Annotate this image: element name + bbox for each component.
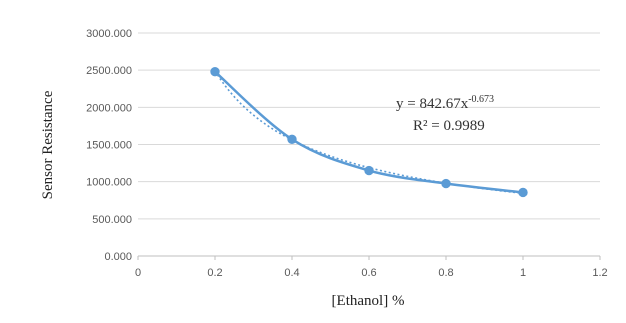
data-point	[364, 165, 374, 176]
y-tick-label: 1000.000	[86, 177, 132, 189]
trendline-equation: y = 842.67x-0.673 R² = 0.9989	[396, 94, 494, 134]
equation-text: y = 842.67x-0.673	[396, 94, 494, 112]
axes	[137, 255, 601, 260]
r-squared-text: R² = 0.9989	[413, 118, 485, 134]
x-axis-title: [Ethanol] %	[332, 293, 405, 309]
y-tick-label: 3000.000	[86, 28, 132, 40]
data-point	[287, 134, 297, 144]
gridlines	[138, 32, 600, 220]
data-point	[441, 178, 451, 189]
y-tick-label: 1500.000	[86, 140, 132, 152]
data-point	[210, 66, 220, 77]
data-point	[518, 187, 528, 198]
x-tick-label: 1	[520, 267, 526, 279]
x-tick-label: 1.2	[592, 267, 607, 279]
x-tick-label: 0	[135, 267, 141, 279]
x-tick-label: 0.2	[207, 267, 222, 279]
x-tick-label: 0.8	[438, 267, 453, 279]
equation-prefix: y = 842.67x	[396, 96, 469, 112]
x-tick-label: 0.4	[284, 267, 299, 279]
series-layer	[210, 66, 528, 198]
x-tick-label: 0.6	[361, 267, 376, 279]
y-tick-label: 2500.000	[86, 65, 132, 77]
equation-exponent: -0.673	[468, 94, 494, 105]
y-axis-title: Sensor Resistance	[40, 90, 56, 199]
y-tick-label: 2000.000	[86, 102, 132, 114]
y-tick-label: 0.000	[104, 251, 132, 263]
tick-labels: 0.000 500.000 1000.000 1500.000 2000.000 2500…	[86, 28, 608, 279]
y-tick-label: 500.000	[92, 214, 132, 226]
